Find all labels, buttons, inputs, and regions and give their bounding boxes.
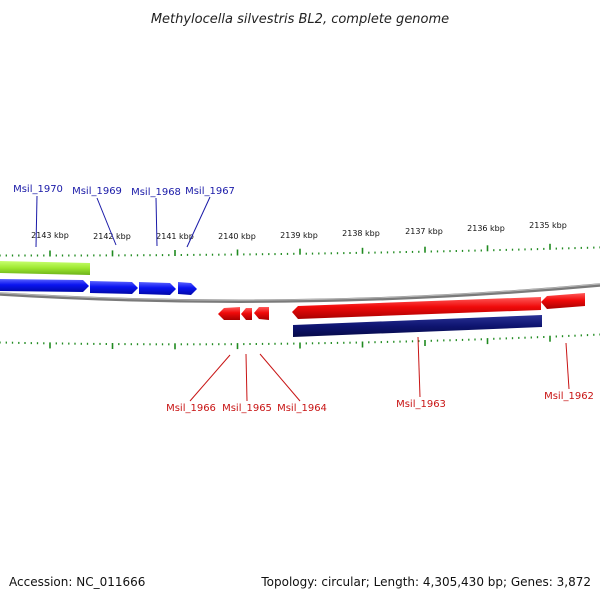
forward-genes (0, 279, 197, 295)
gene-label-msil-1965[interactable]: Msil_1965 (222, 403, 272, 414)
gene-arrow-msil-1970[interactable] (0, 279, 89, 292)
leader-line (155, 197, 158, 247)
leader-line (186, 196, 211, 248)
gene-label-msil-1962[interactable]: Msil_1962 (544, 391, 594, 402)
navy-feature-band[interactable] (293, 315, 542, 337)
scale-label: 2135 kbp (529, 221, 567, 230)
gene-label-msil-1968[interactable]: Msil_1968 (131, 187, 181, 198)
scale-label: 2141 kbp (156, 232, 194, 241)
lower-scale-ticks (0, 333, 600, 350)
leader-line (245, 353, 248, 402)
gene-label-msil-1970[interactable]: Msil_1970 (13, 184, 63, 195)
gene-label-msil-1969[interactable]: Msil_1969 (72, 186, 122, 197)
scale-label: 2137 kbp (405, 227, 443, 236)
top-leader-lines (35, 195, 211, 248)
leader-line (417, 336, 421, 398)
leader-line (35, 195, 38, 248)
gene-arrow-msil-1963[interactable] (292, 297, 541, 319)
scale-label: 2138 kbp (342, 229, 380, 238)
accession-text: Accession: NC_011666 (9, 575, 145, 589)
leader-line (565, 342, 570, 390)
scale-label: 2143 kbp (31, 231, 69, 240)
gene-arrow-msil-1965[interactable] (241, 308, 252, 320)
scale-label: 2139 kbp (280, 231, 318, 240)
top-gene-labels: Msil_1970 Msil_1969 Msil_1968 Msil_1967 (13, 184, 235, 198)
bottom-gene-labels: Msil_1966 Msil_1965 Msil_1964 Msil_1963 … (166, 391, 594, 414)
gene-arrow-msil-1969[interactable] (90, 281, 138, 294)
scale-label: 2140 kbp (218, 232, 256, 241)
bottom-leader-lines (189, 336, 570, 402)
upper-scale-ticks (0, 243, 600, 257)
gene-arrow-msil-1966[interactable] (218, 307, 240, 320)
gene-arrow-msil-1962[interactable] (541, 293, 585, 309)
leader-line (96, 197, 117, 246)
leader-line (189, 354, 231, 402)
gene-arrow-msil-1967[interactable] (178, 282, 197, 295)
gene-label-msil-1967[interactable]: Msil_1967 (185, 186, 235, 197)
scale-label: 2136 kbp (467, 224, 505, 233)
scale-label: 2142 kbp (93, 232, 131, 241)
gene-label-msil-1966[interactable]: Msil_1966 (166, 403, 216, 414)
gene-label-msil-1963[interactable]: Msil_1963 (396, 399, 446, 410)
backbone-highlight (0, 283, 600, 301)
gene-arrow-msil-1968[interactable] (139, 282, 176, 295)
reverse-genes (218, 293, 585, 320)
genome-backbone (0, 283, 600, 303)
map-title: Methylocella silvestris BL2, complete ge… (151, 12, 449, 27)
topology-text: Topology: circular; Length: 4,305,430 bp… (260, 575, 591, 589)
gene-arrow-msil-1964[interactable] (254, 307, 269, 320)
green-feature-band[interactable] (0, 261, 90, 275)
gene-label-msil-1964[interactable]: Msil_1964 (277, 403, 327, 414)
leader-line (259, 353, 301, 402)
scale-labels: 2143 kbp 2142 kbp 2141 kbp 2140 kbp 2139… (31, 221, 567, 241)
